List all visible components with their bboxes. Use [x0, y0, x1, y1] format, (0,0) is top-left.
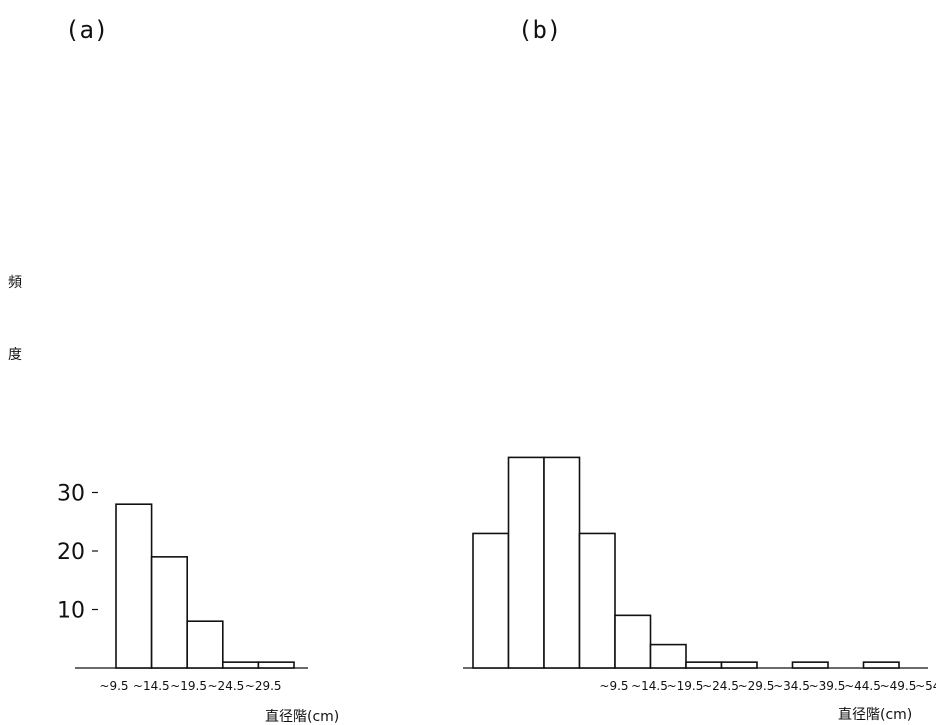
bar — [791, 661, 829, 669]
bar — [150, 556, 189, 669]
bar — [685, 661, 723, 669]
bar — [507, 456, 545, 669]
panel-a-label: (a) — [65, 16, 108, 44]
y-axis-label-char-1: 頻 — [8, 275, 22, 291]
x-tick-label: ~14.5 — [631, 679, 668, 693]
x-tick-label: ~54.5 — [915, 679, 936, 693]
bar — [472, 532, 510, 669]
x-tick-label: ~9.5 — [99, 679, 128, 693]
bar — [649, 643, 687, 669]
x-tick-label: ~24.5 — [208, 679, 245, 693]
histogram-panel-b: (b) 直径階(cm) ~9.5 ~14.5~19.5~24.5~29.5~34.… — [463, 16, 936, 723]
x-tick-label: ~9.5 — [599, 679, 628, 693]
y-tick-label: 30 — [57, 482, 85, 507]
x-tick-label: ~24.5 — [702, 679, 739, 693]
x-tick-label: ~34.5 — [773, 679, 810, 693]
x-tick-label: ~44.5 — [844, 679, 881, 693]
bar — [614, 614, 652, 669]
y-axis-label-char-2: 度 — [8, 347, 22, 363]
x-tick-label: ~19.5 — [667, 679, 704, 693]
bar — [222, 661, 260, 669]
x-tick-label: ~14.5 — [133, 679, 170, 693]
x-axis-label-b: 直径階(cm) — [838, 706, 912, 723]
histogram-panel-a: (a) 頻 度 直径階(cm) 10 20 30 ~9.5 ~14.5 ~19.5 ~24.… — [8, 16, 339, 725]
x-tick-label: ~19.5 — [170, 679, 207, 693]
x-axis-label-a: 直径階(cm) — [265, 708, 339, 725]
bar — [862, 661, 900, 669]
bar — [186, 620, 224, 669]
y-tick-label: 10 — [57, 599, 85, 624]
panel-b-label: (b) — [518, 16, 561, 44]
bar — [578, 532, 616, 669]
x-tick-label: ~49.5 — [880, 679, 917, 693]
x-tick-label: ~39.5 — [809, 679, 846, 693]
bar — [720, 661, 758, 669]
bar — [115, 503, 153, 669]
y-tick-label: 20 — [57, 540, 85, 565]
bar — [543, 456, 581, 669]
bar — [257, 661, 295, 669]
x-tick-label: ~29.5 — [245, 679, 282, 693]
x-tick-label: ~29.5 — [738, 679, 775, 693]
